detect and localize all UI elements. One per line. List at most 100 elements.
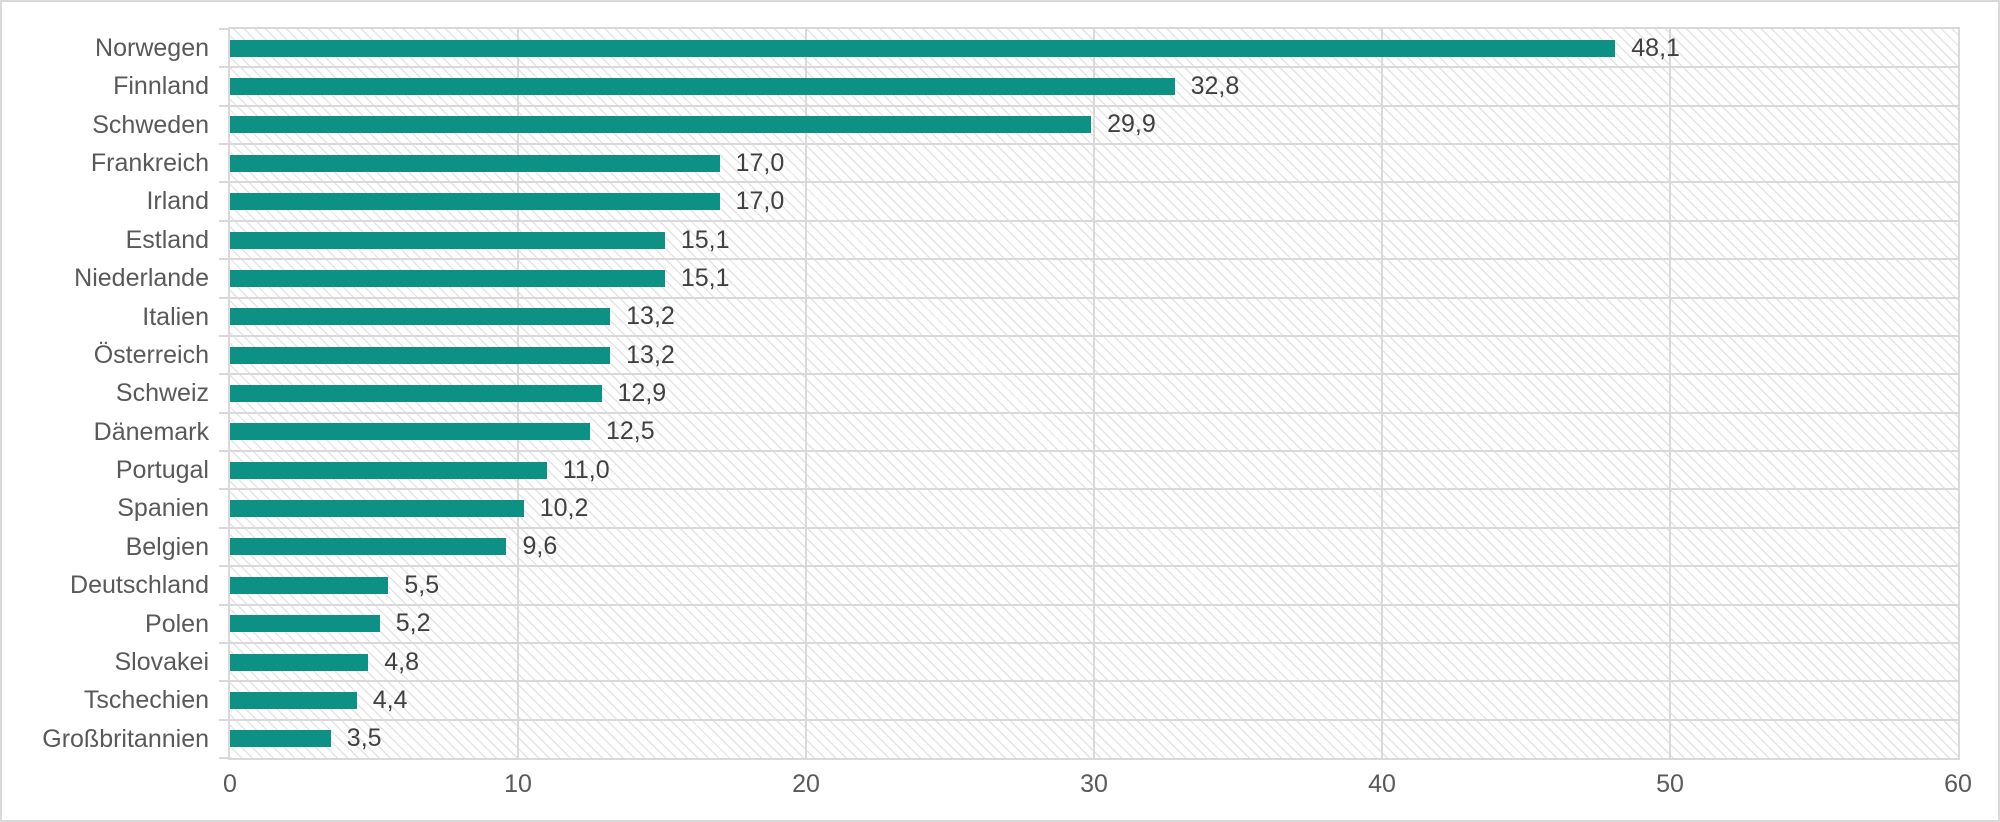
category-axis-tick	[219, 680, 228, 683]
horizontal-gridline	[230, 411, 1958, 414]
horizontal-gridline	[230, 104, 1958, 107]
category-axis-tick	[219, 450, 228, 453]
value-label: 12,5	[606, 417, 655, 446]
category-label: Deutschland	[70, 571, 209, 600]
value-label: 10,2	[539, 494, 589, 523]
category-axis-tick	[219, 334, 228, 337]
category-label: Belgien	[125, 532, 209, 561]
bar-schweiz	[230, 385, 602, 402]
category-label: Italien	[142, 302, 209, 331]
category-axis-tick	[219, 143, 228, 146]
category-axis-tick	[219, 526, 228, 529]
horizontal-gridline	[230, 143, 1958, 146]
category-label: Tschechien	[83, 686, 209, 715]
category-axis-tick	[219, 66, 228, 69]
vertical-gridline	[805, 29, 807, 758]
horizontal-gridline	[230, 680, 1958, 683]
category-axis: Norwegen Finnland Schweden Frankreich Irland…	[2, 27, 209, 760]
x-axis-tick-label: 50	[1656, 770, 1684, 798]
horizontal-gridline	[230, 373, 1958, 376]
value-label: 12,9	[617, 379, 667, 407]
category-label: Frankreich	[90, 149, 209, 178]
horizontal-gridline	[230, 526, 1958, 529]
category-axis-tick	[219, 757, 228, 759]
bar-großbritannien	[230, 730, 331, 748]
x-axis-tick-label: 0	[223, 770, 237, 798]
category-axis-tick	[219, 181, 228, 184]
vertical-gridline	[1381, 29, 1383, 758]
category-label: Slovakei	[114, 647, 210, 676]
bar-dänemark	[230, 423, 590, 441]
horizontal-gridline	[230, 296, 1958, 299]
value-label: 5,5	[404, 570, 440, 599]
value-label: 13,2	[626, 302, 675, 331]
category-label: Dänemark	[93, 417, 209, 446]
value-label: 11,0	[562, 455, 610, 484]
horizontal-gridline	[230, 181, 1958, 184]
bar-portugal	[230, 461, 547, 479]
bar-norwegen	[230, 39, 1616, 57]
horizontal-gridline	[230, 334, 1958, 337]
value-label: 5,2	[395, 609, 431, 638]
category-label: Portugal	[115, 456, 209, 485]
bar-tschechien	[230, 691, 357, 709]
category-axis-tick	[219, 603, 228, 606]
category-label: Norwegen	[95, 34, 209, 62]
bar-italien	[230, 308, 611, 326]
bar-frankreich	[230, 154, 720, 172]
bar-spanien	[230, 500, 524, 518]
bar-estland	[230, 231, 665, 249]
category-label: Österreich	[93, 340, 209, 369]
horizontal-gridline	[230, 66, 1958, 69]
bar-finnland	[230, 78, 1175, 96]
horizontal-gridline	[230, 565, 1958, 568]
category-axis-tick	[219, 565, 228, 568]
horizontal-gridline	[230, 219, 1958, 222]
x-axis-tick-label: 40	[1368, 770, 1396, 798]
category-axis-tick	[219, 718, 228, 721]
horizontal-gridline	[230, 488, 1958, 491]
x-axis-tick-label: 10	[504, 770, 532, 798]
bar-polen	[230, 615, 380, 633]
category-axis-tick	[219, 641, 228, 644]
bar-slovakei	[230, 653, 369, 671]
value-label: 17,0	[735, 187, 785, 216]
bar-irland	[230, 193, 720, 211]
value-label: 32,8	[1190, 72, 1240, 101]
category-axis-tick	[219, 411, 228, 414]
value-label: 48,1	[1631, 33, 1680, 62]
value-label: 4,4	[372, 685, 408, 714]
category-label: Schweden	[92, 110, 209, 139]
category-axis-tick	[219, 28, 228, 30]
category-axis-tick	[219, 219, 228, 222]
value-label: 13,2	[626, 340, 675, 369]
category-label: Schweiz	[115, 379, 209, 408]
category-label: Niederlande	[74, 264, 209, 293]
vertical-gridline	[1093, 29, 1095, 758]
x-axis-tick-label: 20	[792, 770, 820, 798]
horizontal-gridline	[230, 450, 1958, 453]
category-label: Spanien	[117, 494, 209, 523]
category-axis-tick	[219, 488, 228, 491]
bar-niederlande	[230, 269, 665, 287]
value-label: 15,1	[680, 263, 730, 292]
category-label: Großbritannien	[42, 724, 209, 753]
category-label: Estland	[125, 225, 209, 254]
bar-schweden	[230, 116, 1092, 134]
category-axis-tick	[219, 258, 228, 261]
bar-belgien	[230, 538, 507, 556]
bar-deutschland	[230, 576, 389, 594]
value-label: 15,1	[680, 225, 730, 254]
x-axis-tick-label: 30	[1080, 770, 1108, 798]
category-axis-tick	[219, 104, 228, 107]
x-axis-tick-label: 60	[1944, 770, 1972, 798]
horizontal-gridline	[230, 718, 1958, 721]
bar-österreich	[230, 346, 611, 364]
category-label: Irland	[146, 187, 209, 216]
value-label: 3,5	[346, 724, 382, 753]
value-label: 4,8	[384, 647, 419, 676]
horizontal-gridline	[230, 258, 1958, 261]
value-label: 9,6	[522, 532, 558, 561]
category-label: Finnland	[113, 72, 209, 101]
